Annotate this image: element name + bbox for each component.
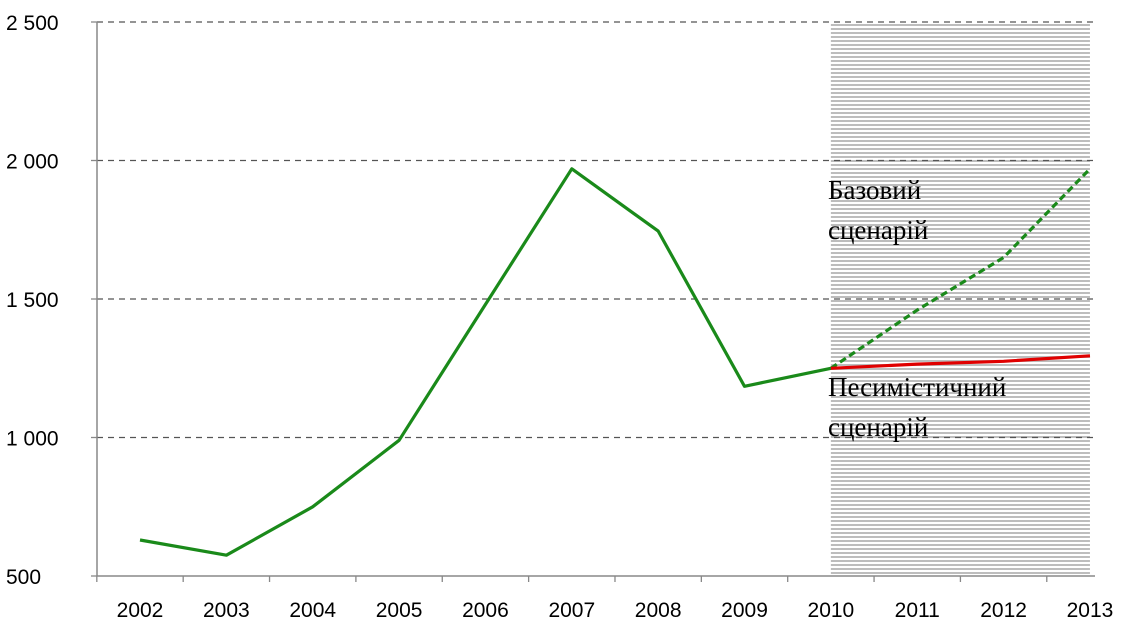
x-tick-label: 2011	[895, 599, 940, 622]
x-tick-label: 2010	[808, 599, 855, 622]
x-tick-label: 2013	[1067, 599, 1114, 622]
scenario-annotations: Базовий сценарій Песимістичний сценарій	[828, 175, 1006, 442]
x-tick-label: 2003	[203, 599, 250, 622]
y-tick-labels: 500 1 000 1 500 2 000 2 500	[6, 12, 97, 589]
series-lines	[139, 167, 1092, 557]
y-tick-label: 1 500	[6, 289, 59, 312]
base-scenario-label-line1: Базовий	[828, 175, 921, 205]
x-tick-labels: 2002 2003 2004 2005 2006 2007 2008 2009 2010 2011…	[96, 576, 1114, 622]
y-tick-label: 2 000	[6, 151, 59, 174]
y-tick-label: 1 000	[6, 428, 59, 451]
x-tick-label: 2004	[289, 599, 336, 622]
x-tick-label: 2005	[376, 599, 423, 622]
pessimistic-scenario-label-line1: Песимістичний	[828, 372, 1006, 402]
x-tick-label: 2008	[635, 599, 682, 622]
series-line-2	[830, 354, 1091, 370]
y-tick-label: 500	[6, 566, 41, 589]
x-tick-label: 2012	[980, 599, 1027, 622]
pessimistic-scenario-label-line2: сценарій	[828, 412, 928, 442]
x-tick-label: 2007	[548, 599, 595, 622]
series-line-1	[830, 167, 1092, 370]
base-scenario-label-line2: сценарій	[828, 215, 928, 245]
gridlines	[97, 21, 1095, 439]
x-tick-label: 2006	[462, 599, 509, 622]
series-line-0	[139, 167, 832, 557]
x-tick-label: 2002	[117, 599, 164, 622]
y-tick-label: 2 500	[6, 12, 59, 35]
x-tick-label: 2009	[721, 599, 768, 622]
